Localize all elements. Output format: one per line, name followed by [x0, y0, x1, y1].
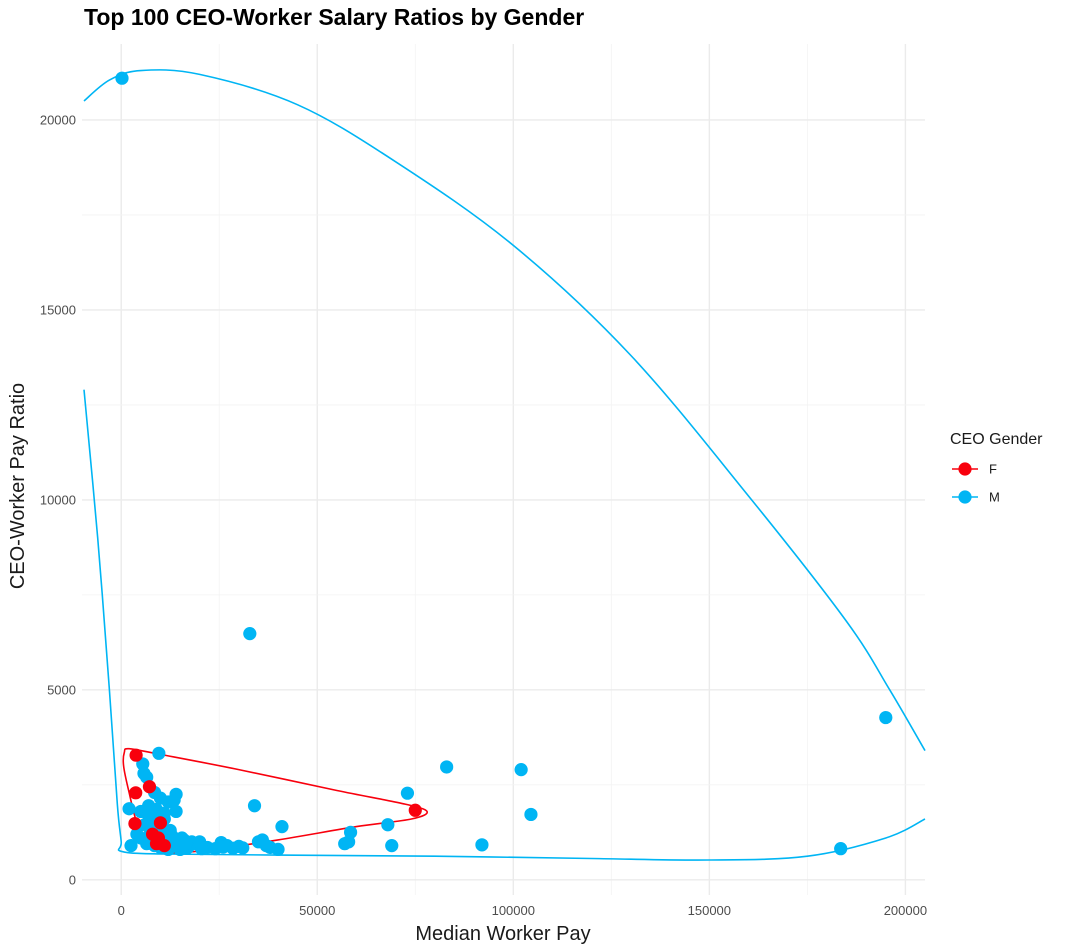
point-M [152, 746, 166, 760]
legend-key-point [958, 462, 972, 476]
point-M [134, 831, 148, 845]
point-M [524, 807, 538, 822]
y-tick-label: 10000 [40, 492, 76, 507]
confidence-ellipses [83, 69, 926, 861]
chart-title: Top 100 CEO-Worker Salary Ratios by Gend… [84, 4, 585, 30]
point-M [124, 839, 138, 853]
y-tick-label: 20000 [40, 112, 76, 127]
x-tick-label: 200000 [884, 903, 927, 918]
point-M [440, 760, 454, 774]
point-M [179, 837, 193, 851]
point-M [343, 825, 358, 839]
x-tick-label: 0 [118, 903, 125, 918]
legend-item-F: F [952, 462, 997, 477]
legend: CEO Gender FM [950, 431, 1043, 505]
point-M [834, 842, 848, 856]
point-M [381, 818, 395, 832]
x-axis-ticks: 0 50000 100000 150000 200000 [118, 903, 927, 918]
ellipse-M [83, 389, 926, 861]
y-tick-label: 5000 [47, 682, 76, 697]
point-M [275, 820, 289, 834]
point-M [385, 839, 399, 853]
ellipse-M [83, 69, 926, 752]
y-axis-ticks: 0 5000 10000 15000 20000 [40, 112, 76, 887]
point-M [514, 763, 528, 777]
point-M [142, 808, 156, 822]
point-M [247, 799, 262, 813]
point-F [151, 831, 166, 845]
legend-label: M [989, 490, 1000, 505]
point-F [129, 786, 143, 800]
point-M [169, 804, 183, 819]
point-M [271, 842, 285, 857]
point-F [129, 748, 143, 762]
y-axis-title: CEO-Worker Pay Ratio [7, 383, 29, 589]
y-tick-label: 0 [69, 872, 76, 887]
data-points [115, 71, 893, 857]
legend-item-M: M [952, 490, 1000, 505]
point-M [216, 840, 230, 854]
point-M [879, 710, 893, 725]
legend-label: F [989, 462, 997, 477]
legend-key-point [958, 490, 972, 504]
point-M [194, 842, 209, 856]
point-M [243, 627, 257, 641]
x-axis-title: Median Worker Pay [415, 923, 590, 945]
point-M [122, 802, 136, 816]
x-tick-label: 100000 [492, 903, 535, 918]
point-M [115, 71, 129, 85]
point-F [408, 803, 422, 817]
x-tick-label: 50000 [299, 903, 335, 918]
gridlines [82, 44, 925, 895]
point-M [400, 786, 415, 800]
legend-title: CEO Gender [950, 431, 1043, 448]
point-M [475, 838, 489, 852]
y-tick-label: 15000 [40, 302, 76, 317]
point-F [142, 780, 157, 794]
point-F [128, 816, 142, 831]
x-tick-label: 150000 [688, 903, 731, 918]
point-M [236, 841, 250, 855]
ellipse-F [122, 747, 428, 854]
point-F [153, 816, 168, 830]
point-M [167, 793, 181, 807]
